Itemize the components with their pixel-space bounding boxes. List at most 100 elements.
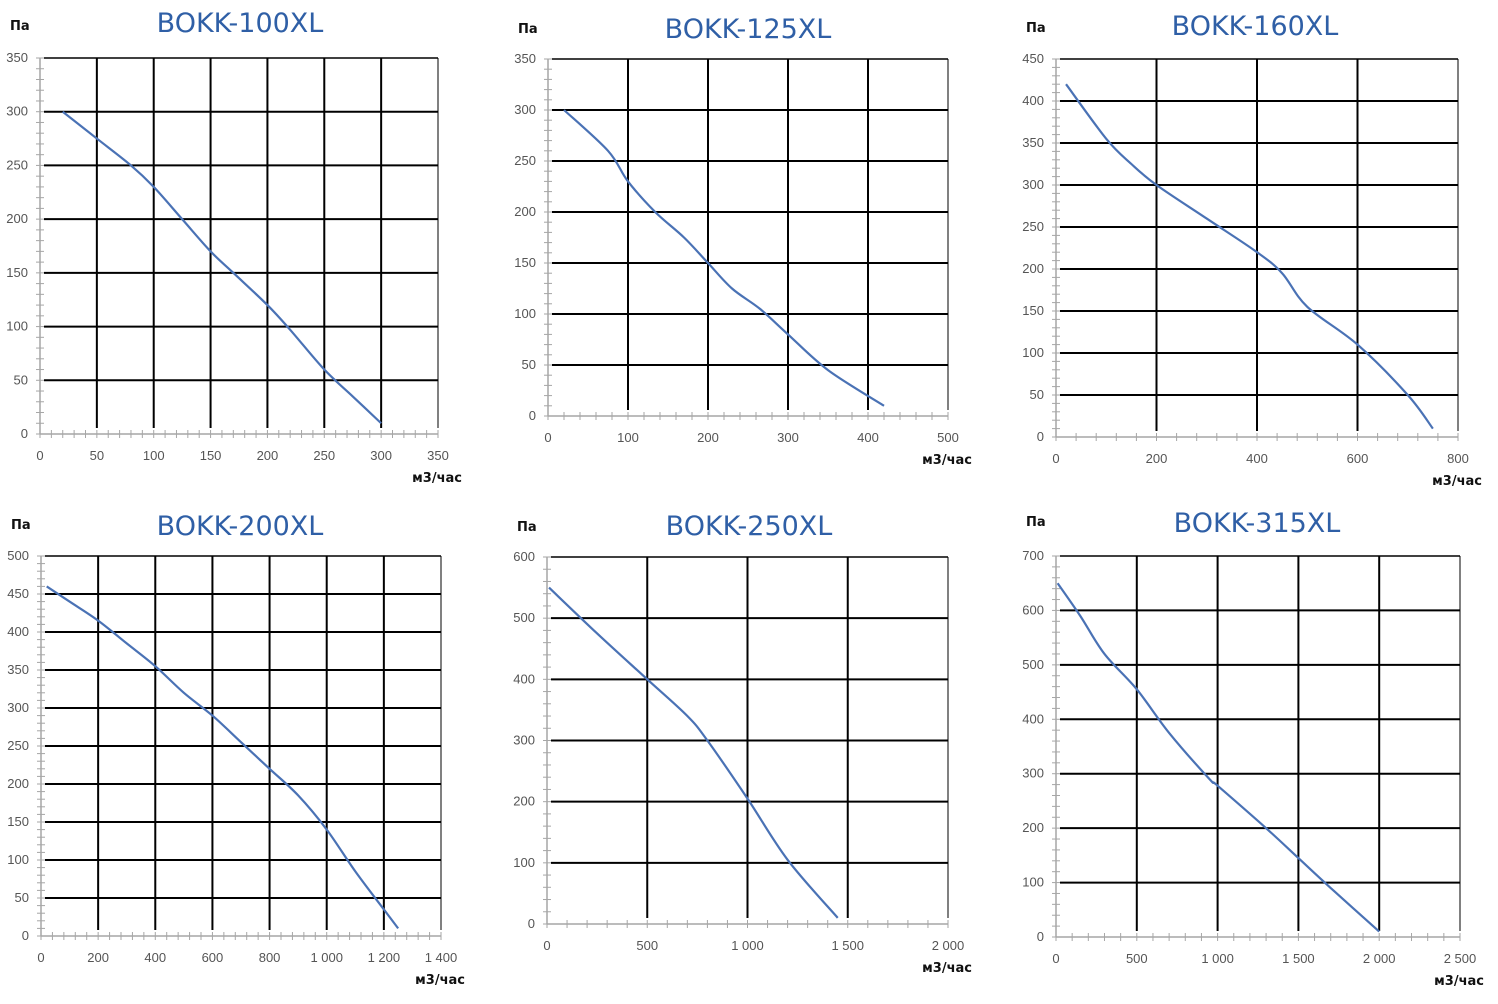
y-axis-unit: Па bbox=[10, 19, 30, 34]
x-tick-label: 1 000 bbox=[731, 938, 764, 953]
chart-bokk-160xl: BOKK-160XL Па м3/час 0 50 100 150 200 250 300 350 4… bbox=[1022, 11, 1482, 489]
chart-title: BOKK-160XL bbox=[1172, 11, 1339, 42]
x-tick-label: 50 bbox=[90, 448, 104, 463]
pressure-flow-curve bbox=[548, 586, 839, 919]
y-tick-label: 350 bbox=[514, 51, 536, 66]
y-tick-label: 250 bbox=[6, 157, 28, 172]
x-tick-label: 150 bbox=[200, 448, 222, 463]
pressure-flow-curve bbox=[563, 109, 885, 407]
x-tick-label: 600 bbox=[1347, 451, 1369, 466]
chart-bokk-125xl: BOKK-125XL Па м3/час 0 50 100 150 200 250 300 350 0… bbox=[514, 14, 972, 468]
chart-title: BOKK-250XL bbox=[666, 511, 833, 542]
y-tick-label: 250 bbox=[514, 153, 536, 168]
x-tick-label: 1 000 bbox=[310, 950, 343, 965]
x-tick-label: 200 bbox=[1146, 451, 1168, 466]
y-tick-label: 350 bbox=[7, 662, 29, 677]
x-tick-label: 500 bbox=[937, 430, 959, 445]
y-tick-label: 500 bbox=[1022, 657, 1044, 672]
x-tick-label: 200 bbox=[257, 448, 279, 463]
x-tick-label: 1 000 bbox=[1201, 951, 1234, 966]
y-tick-label: 50 bbox=[14, 372, 28, 387]
y-tick-label: 200 bbox=[1022, 820, 1044, 835]
y-tick-label: 100 bbox=[1022, 345, 1044, 360]
y-tick-label: 0 bbox=[1037, 929, 1044, 944]
y-tick-label: 250 bbox=[1022, 219, 1044, 234]
y-tick-label: 600 bbox=[513, 549, 535, 564]
y-tick-label: 350 bbox=[6, 50, 28, 65]
y-tick-label: 500 bbox=[513, 610, 535, 625]
y-tick-label: 400 bbox=[1022, 711, 1044, 726]
y-axis-unit: Па bbox=[518, 22, 538, 37]
y-tick-label: 150 bbox=[514, 255, 536, 270]
x-tick-label: 100 bbox=[143, 448, 165, 463]
y-tick-label: 300 bbox=[1022, 766, 1044, 781]
chart-bokk-315xl: BOKK-315XL Па м3/час 0 100 200 300 400 500 600 700… bbox=[1022, 508, 1484, 989]
chart-title: BOKK-200XL bbox=[157, 511, 324, 542]
y-tick-label: 400 bbox=[513, 671, 535, 686]
y-tick-label: 300 bbox=[513, 733, 535, 748]
x-tick-label: 0 bbox=[37, 950, 44, 965]
x-tick-label: 400 bbox=[144, 950, 166, 965]
y-tick-label: 200 bbox=[513, 794, 535, 809]
x-tick-label: 500 bbox=[636, 938, 658, 953]
y-tick-label: 600 bbox=[1022, 602, 1044, 617]
y-tick-label: 300 bbox=[7, 700, 29, 715]
x-axis-unit: м3/час bbox=[922, 453, 972, 468]
x-tick-label: 1 200 bbox=[368, 950, 401, 965]
x-tick-label: 2 000 bbox=[932, 938, 965, 953]
x-axis-unit: м3/час bbox=[922, 961, 972, 976]
y-tick-label: 150 bbox=[1022, 303, 1044, 318]
y-tick-label: 50 bbox=[522, 357, 536, 372]
x-tick-label: 0 bbox=[544, 430, 551, 445]
y-tick-label: 350 bbox=[1022, 135, 1044, 150]
y-axis-unit: Па bbox=[517, 520, 537, 535]
x-tick-label: 350 bbox=[427, 448, 449, 463]
y-tick-label: 200 bbox=[6, 211, 28, 226]
y-tick-label: 0 bbox=[21, 426, 28, 441]
x-axis-unit: м3/час bbox=[412, 471, 462, 486]
y-tick-label: 100 bbox=[513, 855, 535, 870]
y-tick-label: 450 bbox=[7, 586, 29, 601]
x-tick-label: 2 000 bbox=[1363, 951, 1396, 966]
pressure-flow-curve bbox=[46, 585, 400, 930]
x-tick-label: 600 bbox=[202, 950, 224, 965]
x-tick-label: 250 bbox=[313, 448, 335, 463]
y-axis-unit: Па bbox=[1026, 515, 1046, 530]
x-tick-label: 800 bbox=[259, 950, 281, 965]
y-tick-label: 50 bbox=[1030, 387, 1044, 402]
y-tick-label: 0 bbox=[528, 916, 535, 931]
chart-bokk-100xl: BOKK-100XL Па м3/час 0 50 100 150 200 250 300 350 0… bbox=[6, 8, 462, 486]
y-tick-label: 300 bbox=[6, 104, 28, 119]
chart-title: BOKK-100XL bbox=[157, 8, 324, 39]
chart-title: BOKK-125XL bbox=[665, 14, 832, 45]
y-tick-label: 0 bbox=[1037, 429, 1044, 444]
chart-bokk-200xl: BOKK-200XL Па м3/час 0 50 100 150 200 250 300 350 4… bbox=[7, 511, 465, 988]
x-tick-label: 800 bbox=[1447, 451, 1469, 466]
x-tick-label: 0 bbox=[1052, 451, 1059, 466]
pressure-flow-curve bbox=[62, 110, 382, 425]
y-axis-unit: Па bbox=[11, 518, 31, 533]
y-tick-label: 100 bbox=[514, 306, 536, 321]
y-tick-label: 300 bbox=[1022, 177, 1044, 192]
x-tick-label: 200 bbox=[697, 430, 719, 445]
y-tick-label: 0 bbox=[22, 928, 29, 943]
chart-bokk-250xl: BOKK-250XL Па м3/час 0 100 200 300 400 500 600 0 50… bbox=[513, 511, 972, 976]
y-tick-label: 700 bbox=[1022, 548, 1044, 563]
y-tick-label: 250 bbox=[7, 738, 29, 753]
y-tick-label: 300 bbox=[514, 102, 536, 117]
y-tick-label: 450 bbox=[1022, 51, 1044, 66]
y-tick-label: 50 bbox=[15, 890, 29, 905]
x-tick-label: 300 bbox=[777, 430, 799, 445]
y-tick-label: 200 bbox=[7, 776, 29, 791]
x-tick-label: 1 500 bbox=[831, 938, 864, 953]
x-tick-label: 200 bbox=[87, 950, 109, 965]
y-tick-label: 150 bbox=[7, 814, 29, 829]
y-tick-label: 100 bbox=[6, 319, 28, 334]
y-tick-label: 150 bbox=[6, 265, 28, 280]
x-tick-label: 1 500 bbox=[1282, 951, 1315, 966]
y-tick-label: 400 bbox=[7, 624, 29, 639]
x-axis-unit: м3/час bbox=[1432, 474, 1482, 489]
x-tick-label: 400 bbox=[857, 430, 879, 445]
x-tick-label: 0 bbox=[1052, 951, 1059, 966]
